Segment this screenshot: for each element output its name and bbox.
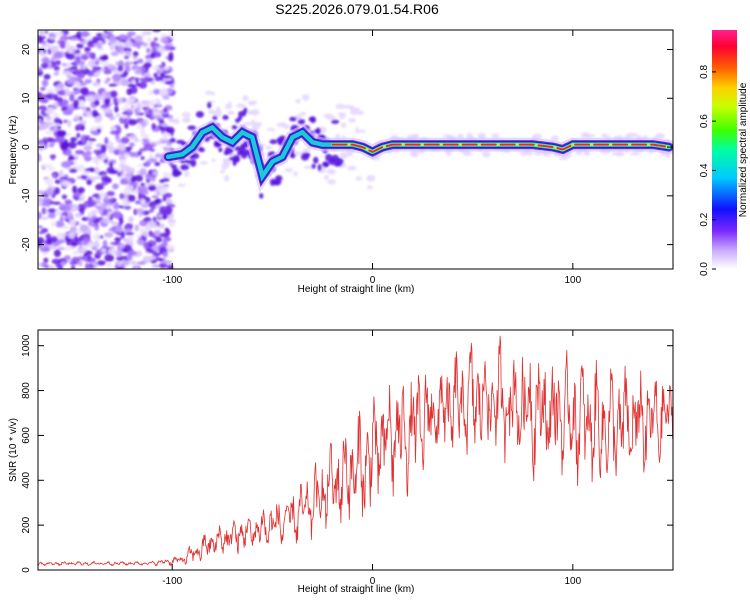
colorbar: 0.0 0.2 0.4 0.6 0.8 Normalized spectral ampl… xyxy=(699,30,749,276)
y-tick-label: 20 xyxy=(21,44,32,56)
x-tick-label: -100 xyxy=(162,576,182,587)
y-tick-label: 0 xyxy=(21,567,32,573)
spectrogram-xlabel: Height of straight line (km) xyxy=(298,284,415,295)
y-tick-label: 10 xyxy=(21,92,32,104)
colorbar-ticks: 0.0 0.2 0.4 0.6 0.8 xyxy=(699,64,716,276)
colorbar-tick-label: 0.2 xyxy=(699,212,710,226)
colorbar-tick-label: 0.0 xyxy=(699,262,710,276)
colorbar-label: Normalized spectral amplitude xyxy=(738,82,749,217)
colorbar-tick-label: 0.8 xyxy=(699,64,710,78)
frequency-ridge xyxy=(161,119,673,193)
x-tick-label: 0 xyxy=(370,576,376,587)
y-tick-label: 400 xyxy=(21,472,32,489)
x-tick-label: 100 xyxy=(564,275,581,286)
y-tick-label: -10 xyxy=(21,188,32,203)
x-tick-label: 0 xyxy=(370,275,376,286)
y-tick-label: 1000 xyxy=(21,334,32,357)
spectrogram-frame xyxy=(37,29,674,270)
spectrogram-ylabel: Frequency (Hz) xyxy=(8,116,19,185)
y-tick-label: -20 xyxy=(21,237,32,252)
y-tick-label: 600 xyxy=(21,427,32,444)
noise-speckle xyxy=(38,30,673,269)
x-tick-label: 100 xyxy=(564,576,581,587)
colorbar-gradient xyxy=(712,30,737,269)
colorbar-tick-label: 0.4 xyxy=(699,163,710,177)
snr-series-line xyxy=(38,335,673,567)
y-tick-label: 0 xyxy=(21,144,32,150)
colorbar-tick-label: 0.6 xyxy=(699,114,710,128)
y-tick-label: 200 xyxy=(21,516,32,533)
figure-title: S225.2026.079.01.54.R06 xyxy=(275,1,439,17)
y-tick-label: 800 xyxy=(21,382,32,399)
snr-frame xyxy=(37,329,674,571)
snr-xlabel: Height of straight line (km) xyxy=(298,584,415,595)
x-tick-label: -100 xyxy=(162,275,182,286)
ridge-core xyxy=(331,143,670,153)
snr-ylabel: SNR (10 * v/v) xyxy=(8,418,19,482)
